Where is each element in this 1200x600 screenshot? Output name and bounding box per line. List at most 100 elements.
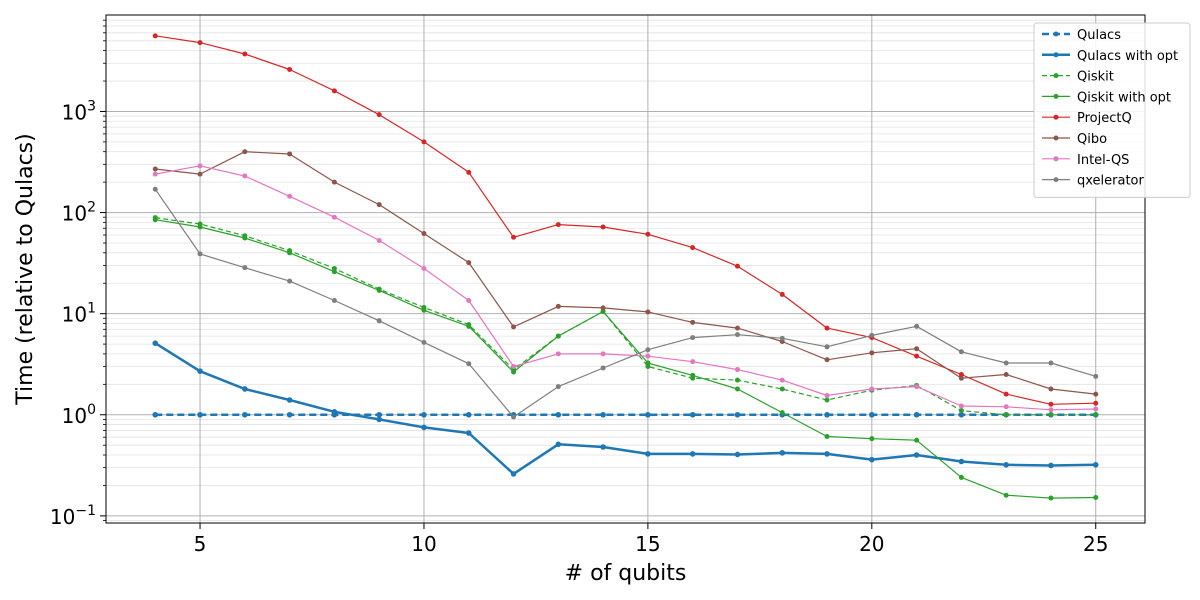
data-point [689, 411, 696, 418]
data-point [421, 411, 427, 418]
data-point [242, 386, 248, 392]
data-point [1003, 404, 1009, 410]
data-point [242, 411, 248, 418]
series-line-qibo [155, 151, 1096, 395]
data-point [555, 384, 561, 390]
data-point [869, 436, 875, 442]
data-point [824, 451, 830, 457]
x-axis-label: # of qubits [565, 561, 687, 586]
legend-label-intel-qs: Intel-QS [1077, 153, 1129, 168]
data-point [1003, 372, 1009, 378]
data-point [465, 411, 472, 418]
data-point [824, 357, 830, 363]
data-point [914, 384, 920, 390]
data-point [242, 265, 248, 271]
data-point [331, 297, 337, 303]
series-line-intel-qs [155, 165, 1096, 411]
data-point [869, 332, 875, 338]
data-point [421, 424, 427, 431]
data-point [376, 202, 382, 208]
data-point [913, 452, 920, 458]
data-point [869, 411, 875, 418]
series-line-qiskit-with-opt [155, 219, 1096, 499]
data-point [824, 433, 830, 439]
data-point [689, 451, 696, 457]
legend-label-projectq: ProjectQ [1077, 111, 1132, 126]
data-point [286, 411, 293, 418]
data-point [421, 265, 427, 271]
data-point [824, 393, 830, 399]
data-point [511, 364, 517, 370]
data-point [152, 33, 158, 39]
y-tick-label: 100 [62, 402, 96, 428]
data-point [510, 471, 517, 477]
data-point [645, 364, 651, 370]
legend: Qulacs Qulacs with opt Qiskit Qiskit with o… [1033, 22, 1191, 198]
data-point [869, 456, 875, 463]
data-point [376, 112, 382, 118]
series-line-projectq [155, 35, 1096, 405]
data-point [690, 359, 696, 365]
data-point [600, 411, 606, 418]
data-point [734, 325, 740, 331]
data-point [1048, 386, 1054, 392]
legend-marker [1053, 52, 1059, 58]
data-point [958, 408, 964, 414]
data-point [958, 349, 964, 355]
legend-label-qiskit-with-opt: Qiskit with opt [1077, 90, 1171, 105]
data-point [734, 332, 740, 338]
data-point [779, 450, 786, 456]
data-point [600, 309, 606, 315]
x-tick-label: 25 [1083, 532, 1108, 556]
axis-ticks: 10−1 100 101 102 103 5 10 15 20 25 [50, 19, 1108, 556]
data-point [779, 335, 785, 341]
data-point [421, 231, 427, 237]
data-point [152, 166, 158, 172]
data-point [645, 309, 651, 315]
data-point [197, 411, 203, 418]
data-point [824, 344, 830, 350]
data-point [1003, 360, 1009, 366]
data-point [824, 397, 830, 403]
data-point [645, 451, 651, 457]
grid [106, 15, 1145, 523]
data-point [645, 231, 651, 237]
legend-marker [1053, 114, 1059, 120]
legend-label-qiskit: Qiskit [1077, 70, 1114, 85]
data-point [331, 88, 337, 94]
data-point [376, 237, 382, 243]
data-point [779, 386, 785, 392]
legend-marker [1053, 156, 1059, 162]
data-point [1048, 495, 1054, 501]
data-point [555, 333, 561, 339]
legend-marker [1053, 93, 1059, 99]
data-point [511, 234, 517, 240]
data-point [511, 324, 517, 330]
data-point [555, 222, 561, 228]
data-point [242, 235, 248, 241]
data-point [734, 377, 740, 383]
data-point [734, 386, 740, 392]
x-tick-label: 5 [194, 532, 207, 556]
data-point [869, 350, 875, 356]
data-point [242, 173, 248, 179]
data-point [287, 250, 293, 256]
data-point [152, 340, 159, 347]
data-point [197, 40, 203, 46]
data-point [914, 346, 920, 352]
data-point [779, 410, 785, 416]
data-point [152, 171, 158, 177]
series-line-qulacs-with-opt [154, 342, 1096, 476]
data-point [152, 411, 159, 418]
data-point [600, 444, 606, 450]
data-point [1003, 492, 1009, 498]
plot-area-frame [105, 14, 1146, 524]
legend-label-qibo: Qibo [1077, 132, 1107, 147]
data-point [555, 351, 561, 357]
data-point [511, 369, 517, 375]
data-point [555, 441, 562, 448]
legend-box [1033, 22, 1191, 198]
data-point [824, 325, 830, 331]
data-point [511, 414, 517, 420]
